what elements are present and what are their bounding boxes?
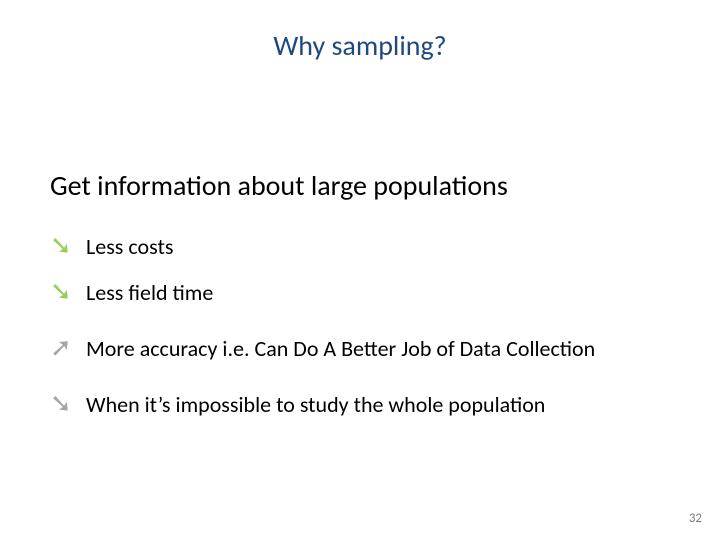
- arrow-diagonal-icon: ➘: [50, 388, 86, 419]
- arrow-down-icon: ➘: [50, 276, 86, 307]
- bullet-text: Less field time: [86, 276, 670, 310]
- arrow-up-icon: ➚: [50, 332, 86, 363]
- bullet-text: Less costs: [86, 230, 670, 264]
- bullet-text: More accuracy i.e. Can Do A Better Job o…: [86, 332, 670, 366]
- bullet-list: ➘ Less costs ➘ Less field time ➚ More ac…: [50, 218, 670, 422]
- bullet-item: ➚ More accuracy i.e. Can Do A Better Job…: [50, 332, 670, 366]
- page-number: 32: [689, 511, 702, 526]
- slide-subtitle: Get information about large populations: [50, 168, 508, 203]
- bullet-text: When it’s impossible to study the whole …: [86, 388, 670, 422]
- slide-title: Why sampling?: [0, 28, 720, 63]
- arrow-down-icon: ➘: [50, 230, 86, 261]
- slide: Why sampling? Get information about larg…: [0, 0, 720, 540]
- bullet-item: ➘ When it’s impossible to study the whol…: [50, 388, 670, 422]
- bullet-item: ➘ Less field time: [50, 276, 670, 310]
- bullet-item: ➘ Less costs: [50, 230, 670, 264]
